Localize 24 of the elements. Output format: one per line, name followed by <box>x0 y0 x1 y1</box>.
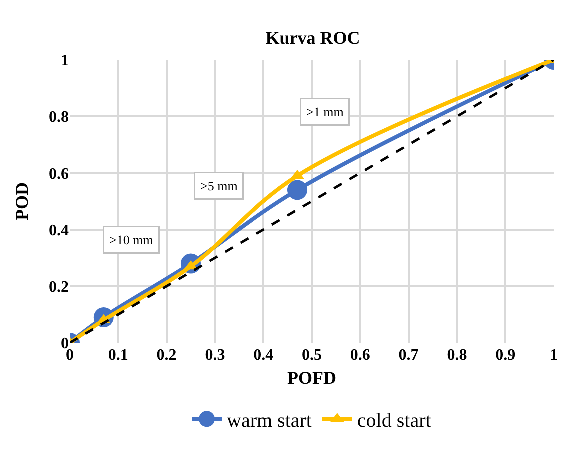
y-tick-label: 0.4 <box>49 222 69 240</box>
annotation: >10 mm <box>110 232 154 248</box>
x-tick-label: 0.1 <box>108 347 128 364</box>
x-tick-label: 0.3 <box>205 347 226 364</box>
y-tick-label: 1 <box>61 52 69 70</box>
y-tick-label: 0.8 <box>49 109 69 126</box>
legend-label: warm start <box>227 410 312 432</box>
y-tick-label: 0.6 <box>49 166 69 183</box>
y-tick-label: 0.2 <box>49 279 69 296</box>
x-axis-title: POFD <box>288 368 336 388</box>
annotation: >5 mm <box>200 178 238 194</box>
x-tick-label: 0.8 <box>447 347 468 364</box>
x-tick-label: 0.6 <box>350 347 370 364</box>
annotation: >1 mm <box>306 104 344 120</box>
legend-label: cold start <box>357 410 432 432</box>
x-tick-label: 0.7 <box>398 347 419 364</box>
point <box>287 180 308 200</box>
x-tick-label: 0.4 <box>254 347 274 364</box>
x-tick-label: 0.2 <box>156 347 177 364</box>
x-tick-label: 0.9 <box>496 347 516 364</box>
chart-title: Kurva ROC <box>266 28 360 48</box>
x-tick-label: 1 <box>550 347 558 364</box>
x-tick-label: 0.5 <box>302 347 322 364</box>
y-axis-title: POD <box>12 182 32 220</box>
